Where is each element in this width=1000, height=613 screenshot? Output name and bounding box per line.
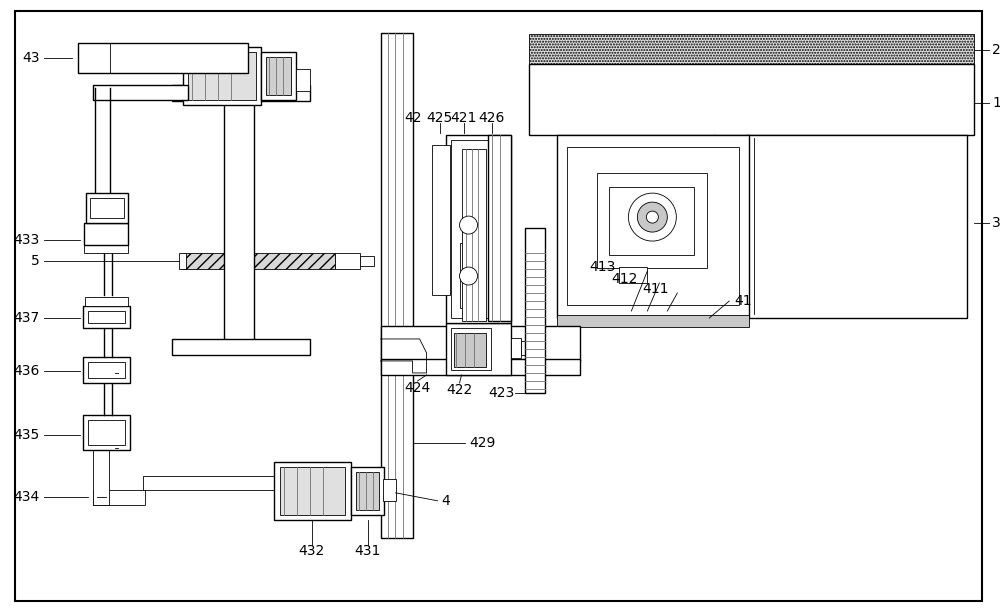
Bar xyxy=(188,52,256,100)
Bar xyxy=(381,326,580,361)
Bar xyxy=(462,149,486,321)
Text: 423: 423 xyxy=(488,386,515,400)
Bar xyxy=(88,311,125,323)
Text: 437: 437 xyxy=(14,311,40,325)
Bar xyxy=(351,467,384,515)
Bar xyxy=(85,297,128,306)
Bar xyxy=(521,341,535,355)
Bar xyxy=(88,420,125,445)
Bar xyxy=(83,415,130,450)
Bar xyxy=(454,333,486,367)
Bar xyxy=(557,315,749,327)
Bar xyxy=(172,339,310,355)
Text: 41: 41 xyxy=(734,294,752,308)
Text: 424: 424 xyxy=(404,381,431,395)
Bar xyxy=(83,357,130,383)
Bar xyxy=(143,476,383,490)
Circle shape xyxy=(460,267,478,285)
Bar xyxy=(451,328,491,370)
Bar xyxy=(446,135,511,323)
Bar xyxy=(567,147,739,305)
Bar xyxy=(356,472,379,510)
Bar xyxy=(84,223,128,245)
Circle shape xyxy=(628,193,676,241)
Text: 5: 5 xyxy=(31,254,40,268)
Circle shape xyxy=(637,202,667,232)
Bar xyxy=(619,267,647,283)
Bar xyxy=(93,447,109,504)
Bar xyxy=(383,479,396,501)
Bar xyxy=(609,187,694,255)
Text: 421: 421 xyxy=(450,111,477,125)
Bar xyxy=(84,245,128,253)
Bar xyxy=(274,462,351,520)
Bar xyxy=(557,135,749,318)
Bar xyxy=(78,44,248,73)
Bar xyxy=(83,306,130,328)
Bar xyxy=(90,198,124,218)
Text: 1: 1 xyxy=(992,96,1000,110)
Bar xyxy=(432,145,450,295)
Text: 433: 433 xyxy=(14,233,40,247)
Bar xyxy=(488,135,511,321)
Bar xyxy=(529,64,974,135)
Circle shape xyxy=(460,216,478,234)
Bar xyxy=(747,135,967,318)
Text: 436: 436 xyxy=(14,364,40,378)
Text: 422: 422 xyxy=(446,383,473,397)
Bar xyxy=(280,467,345,515)
Text: 429: 429 xyxy=(470,436,496,450)
Text: 435: 435 xyxy=(14,428,40,442)
Bar xyxy=(446,323,511,375)
Bar xyxy=(360,256,374,266)
Text: 432: 432 xyxy=(299,544,325,558)
Text: 412: 412 xyxy=(611,272,638,286)
Text: 411: 411 xyxy=(642,282,669,296)
Circle shape xyxy=(646,211,658,223)
Bar xyxy=(451,140,507,318)
Bar xyxy=(224,98,254,348)
Bar xyxy=(88,362,125,378)
Bar xyxy=(525,228,545,393)
Bar xyxy=(93,85,188,100)
Text: 3: 3 xyxy=(992,216,1000,230)
Text: 2: 2 xyxy=(992,44,1000,57)
Bar xyxy=(183,253,335,269)
Text: 425: 425 xyxy=(426,111,453,125)
Text: 43: 43 xyxy=(22,51,40,65)
Bar xyxy=(86,193,128,223)
Bar xyxy=(179,253,186,269)
Bar xyxy=(296,69,310,91)
Text: 413: 413 xyxy=(589,260,616,274)
Bar xyxy=(172,85,310,101)
Bar xyxy=(529,34,974,64)
Bar xyxy=(511,338,521,358)
Bar xyxy=(261,52,296,100)
Text: 426: 426 xyxy=(478,111,505,125)
Bar xyxy=(183,47,261,105)
Text: 431: 431 xyxy=(354,544,381,558)
Text: 42: 42 xyxy=(404,111,421,125)
Bar xyxy=(381,359,580,375)
Bar xyxy=(266,57,291,95)
Text: 4: 4 xyxy=(442,494,450,508)
Bar xyxy=(93,490,145,504)
Text: 434: 434 xyxy=(14,490,40,504)
Bar xyxy=(460,243,478,308)
Bar xyxy=(335,253,360,269)
Bar xyxy=(597,173,707,268)
Bar xyxy=(381,33,413,538)
